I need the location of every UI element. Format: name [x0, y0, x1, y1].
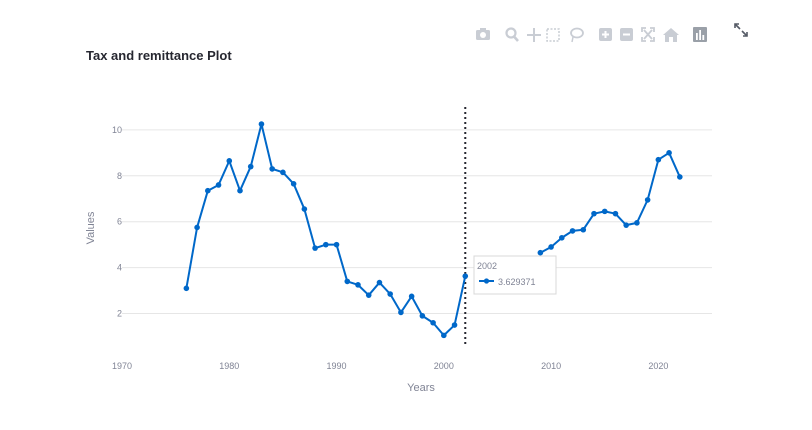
data-point[interactable]: [333, 241, 340, 248]
data-point[interactable]: [376, 279, 383, 286]
zoom-icon[interactable]: [505, 27, 519, 42]
hover-value-label: 3.629371: [498, 277, 536, 287]
plotly-logo-icon[interactable]: [693, 27, 707, 42]
hover-x-label: 2002: [477, 261, 497, 271]
data-point[interactable]: [280, 169, 286, 176]
data-point[interactable]: [644, 197, 651, 203]
zoom-out-icon[interactable]: [620, 28, 633, 41]
data-point[interactable]: [312, 245, 318, 251]
chart-title: Tax and remittance Plot: [86, 48, 232, 63]
data-point[interactable]: [623, 222, 629, 228]
data-point[interactable]: [194, 224, 200, 231]
data-point[interactable]: [355, 282, 361, 288]
data-point[interactable]: [183, 285, 190, 292]
series-line-segment: [185, 123, 467, 337]
data-point[interactable]: [237, 187, 243, 194]
fullscreen-icon[interactable]: [733, 22, 749, 43]
data-point[interactable]: [387, 291, 393, 297]
data-point[interactable]: [419, 313, 426, 319]
data-point[interactable]: [655, 156, 662, 163]
data-point[interactable]: [323, 241, 329, 248]
y-tick-label: 8: [117, 171, 122, 181]
data-point[interactable]: [205, 187, 211, 194]
data-point[interactable]: [677, 174, 683, 180]
y-tick-label: 6: [117, 217, 122, 227]
data-point[interactable]: [365, 292, 372, 298]
data-point[interactable]: [247, 163, 254, 170]
y-axis-ticks: 2 4 6 8 10: [112, 125, 122, 319]
y-tick-label: 10: [112, 125, 122, 135]
series-line-segment: [539, 151, 681, 254]
data-point[interactable]: [591, 210, 597, 217]
data-point[interactable]: [344, 278, 351, 285]
data-point[interactable]: [269, 166, 275, 172]
series-line: [183, 121, 683, 339]
data-point[interactable]: [301, 206, 308, 212]
data-point[interactable]: [441, 332, 447, 339]
camera-icon[interactable]: [476, 28, 490, 40]
data-point[interactable]: [290, 181, 297, 187]
grid-lines: [122, 129, 712, 315]
x-tick-label: 2000: [434, 361, 454, 371]
x-tick-label: 2020: [648, 361, 668, 371]
hover-tooltip: 2002 3.629371: [473, 255, 557, 295]
data-point[interactable]: [451, 322, 458, 328]
x-tick-label: 1990: [327, 361, 347, 371]
autoscale-icon[interactable]: [641, 27, 655, 42]
x-tick-label: 1980: [219, 361, 239, 371]
data-point[interactable]: [601, 208, 608, 215]
zoom-in-icon[interactable]: [599, 28, 612, 41]
plot-modebar: [474, 26, 714, 43]
data-point[interactable]: [666, 150, 672, 156]
y-axis-label: Values: [85, 211, 97, 244]
data-point[interactable]: [398, 309, 404, 316]
data-point[interactable]: [634, 220, 640, 226]
data-point[interactable]: [569, 228, 576, 234]
data-point[interactable]: [258, 121, 265, 127]
box-select-icon[interactable]: [546, 28, 560, 42]
reset-axes-icon[interactable]: [663, 28, 679, 42]
data-point[interactable]: [462, 273, 469, 279]
data-point[interactable]: [548, 244, 554, 250]
x-axis-label: Years: [407, 382, 435, 394]
y-tick-label: 4: [117, 263, 122, 273]
lasso-icon[interactable]: [570, 27, 584, 43]
x-tick-label: 1970: [112, 361, 132, 371]
data-point[interactable]: [580, 226, 587, 233]
data-point[interactable]: [430, 319, 436, 326]
pan-icon[interactable]: [527, 28, 541, 42]
y-tick-label: 2: [117, 309, 122, 319]
data-point[interactable]: [215, 182, 222, 188]
data-point[interactable]: [226, 158, 233, 164]
x-tick-label: 2010: [541, 361, 561, 371]
data-point[interactable]: [559, 234, 565, 241]
data-point[interactable]: [612, 210, 619, 217]
x-axis-ticks: 1970 1980 1990 2000 2010 2020: [112, 361, 668, 371]
data-point[interactable]: [408, 293, 415, 300]
data-point[interactable]: [537, 249, 544, 256]
